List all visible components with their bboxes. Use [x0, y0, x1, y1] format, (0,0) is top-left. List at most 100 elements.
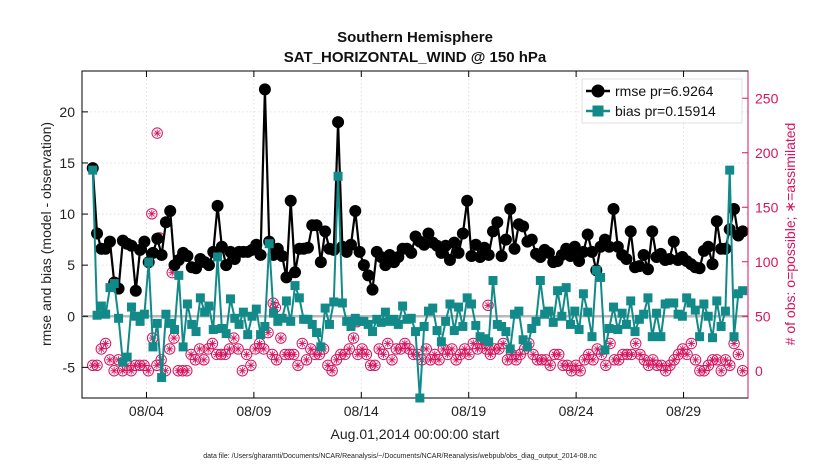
- bias-point: [277, 313, 287, 323]
- obs-marker-spoke: [726, 362, 733, 369]
- obs-marker-spoke: [333, 356, 340, 363]
- rmse-point: [276, 249, 289, 262]
- bias-point: [720, 306, 730, 316]
- bias-point: [716, 321, 726, 331]
- rmse-point: [495, 249, 508, 262]
- obs-marker-spoke: [410, 351, 417, 358]
- obs-marker-spoke: [658, 362, 665, 369]
- y-tick-label-left: 20: [59, 104, 75, 120]
- rmse-point: [164, 204, 177, 217]
- obs-marker-circle: [681, 348, 693, 361]
- obs-marker-circle: [343, 343, 355, 355]
- obs-marker-spoke: [299, 340, 306, 347]
- obs-marker-spoke: [359, 345, 366, 352]
- obs-marker: [600, 359, 612, 371]
- bias-point: [626, 296, 636, 306]
- obs-marker-spoke: [303, 356, 310, 363]
- obs-marker-spoke: [209, 340, 216, 347]
- bias-point: [617, 308, 627, 318]
- bias-point: [367, 327, 377, 337]
- rmse-point: [332, 116, 345, 129]
- obs-marker: [360, 348, 373, 361]
- rmse-point: [422, 227, 435, 240]
- obs-marker: [732, 348, 745, 361]
- obs-marker-spoke: [153, 362, 160, 369]
- bias-point: [557, 311, 567, 321]
- rmse-point: [220, 259, 233, 272]
- obs-marker-spoke: [256, 340, 263, 347]
- obs-marker-spoke: [337, 351, 344, 358]
- rmse-point: [719, 242, 732, 255]
- bias-point: [264, 239, 274, 249]
- obs-marker-spoke: [119, 367, 126, 374]
- y-tick-label-left: -5: [63, 359, 76, 375]
- obs-marker-spoke: [436, 356, 443, 363]
- bias-point: [320, 303, 330, 313]
- y-tick-label-right: 200: [755, 145, 779, 161]
- obs-marker-spoke: [247, 362, 254, 369]
- obs-marker-circle: [300, 354, 313, 366]
- obs-marker-spoke: [384, 340, 391, 347]
- bias-point: [187, 319, 197, 329]
- obs-marker: [245, 359, 257, 371]
- obs-marker-spoke: [517, 351, 524, 358]
- obs-marker-circle: [296, 337, 308, 350]
- obs-marker: [630, 337, 642, 350]
- obs-marker: [164, 343, 176, 355]
- bias-point: [574, 325, 584, 335]
- obs-marker-spoke: [226, 345, 233, 352]
- bias-point: [221, 329, 231, 339]
- y-axis-label-right: # of obs: o=possible; ∗=assimilated: [782, 123, 798, 346]
- bias-point: [406, 313, 416, 323]
- obs-marker-spoke: [282, 351, 289, 358]
- bias-point: [419, 321, 429, 331]
- bias-point: [247, 311, 257, 321]
- obs-marker: [236, 365, 249, 377]
- rmse-point: [138, 235, 151, 248]
- bias-point: [497, 321, 507, 331]
- obs-marker-spoke: [564, 362, 571, 369]
- rmse-point: [366, 283, 379, 296]
- obs-marker: [689, 354, 702, 366]
- rmse-point: [314, 256, 327, 269]
- rmse-point: [443, 254, 456, 267]
- bias-point: [139, 309, 149, 319]
- obs-marker-spoke: [615, 356, 622, 363]
- rmse-point: [202, 259, 215, 272]
- obs-marker: [181, 365, 193, 377]
- obs-marker-spoke: [265, 329, 272, 336]
- obs-marker: [715, 365, 727, 377]
- obs-marker-spoke: [611, 356, 618, 363]
- obs-marker-circle: [600, 359, 612, 371]
- obs-marker-spoke: [448, 345, 455, 352]
- rmse-point: [289, 266, 302, 279]
- bias-point: [488, 275, 498, 285]
- obs-marker: [625, 348, 638, 361]
- obs-marker-circle: [232, 343, 244, 355]
- bias-point: [281, 296, 291, 306]
- obs-marker: [587, 354, 599, 366]
- obs-marker-circle: [574, 365, 586, 377]
- obs-marker-spoke: [128, 367, 135, 374]
- obs-marker: [125, 365, 137, 377]
- bias-point: [243, 330, 253, 340]
- obs-marker: [232, 343, 244, 355]
- obs-marker: [724, 359, 736, 371]
- obs-marker-circle: [275, 332, 287, 344]
- rmse-point: [499, 233, 512, 246]
- rmse-point: [637, 248, 650, 261]
- rmse-point: [310, 219, 323, 232]
- bias-point: [256, 330, 266, 340]
- bias-point: [307, 319, 317, 329]
- y-tick-label-right: 50: [755, 308, 771, 324]
- bias-point: [109, 279, 119, 289]
- bias-point: [208, 325, 218, 335]
- obs-marker-spoke: [389, 356, 396, 363]
- rmse-point: [482, 248, 495, 261]
- obs-marker-circle: [482, 299, 494, 312]
- rmse-point: [349, 204, 362, 217]
- bias-point: [578, 289, 588, 299]
- obs-marker: [240, 348, 253, 361]
- obs-marker-spoke: [111, 367, 118, 374]
- obs-marker-spoke: [290, 351, 297, 358]
